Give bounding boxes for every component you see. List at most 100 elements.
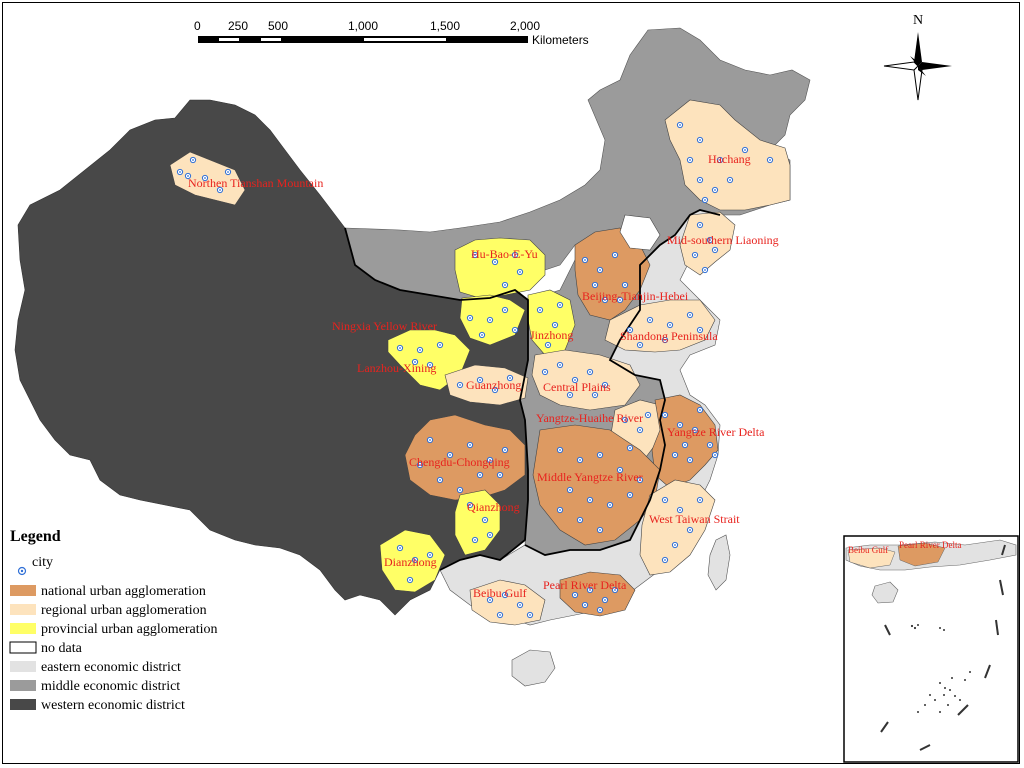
- label-middle-yangtze: Middle Yangtze River: [537, 470, 643, 484]
- legend-city-icon: [17, 566, 27, 576]
- region-hachang: [664, 99, 791, 211]
- label-west-taiwan-strait: West Taiwan Strait: [649, 512, 740, 526]
- city-marker-dot: [429, 439, 431, 441]
- city-marker-dot: [744, 149, 746, 151]
- city-marker-dot: [499, 474, 501, 476]
- city-marker-dot: [419, 464, 421, 466]
- city-marker-dot: [544, 371, 546, 373]
- city-marker-dot: [664, 559, 666, 561]
- city-marker-dot: [709, 444, 711, 446]
- scale-unit: Kilometers: [532, 33, 589, 47]
- city-marker-dot: [469, 444, 471, 446]
- inset-label-pearl-river-delta: Pearl River Delta: [899, 540, 961, 550]
- city-marker-dot: [599, 269, 601, 271]
- city-marker-dot: [579, 459, 581, 461]
- city-marker-dot: [647, 414, 649, 416]
- label-guanzhong: Guanzhong: [466, 378, 521, 392]
- region-beijing-tianjin-hebei: [574, 227, 651, 321]
- legend: Legend city national urban agglomeration…: [9, 528, 218, 713]
- city-marker-dot: [604, 384, 606, 386]
- city-marker-dot: [569, 489, 571, 491]
- city-marker-dot: [729, 179, 731, 181]
- region-yangtze-river-delta: [651, 394, 719, 489]
- region-beibu-gulf: [469, 579, 546, 626]
- city-marker-dot: [204, 177, 206, 179]
- city-marker-dot: [639, 429, 641, 431]
- scale-bar: 0 250 500 1,000 1,500 2,000 Kilometers: [194, 19, 589, 47]
- city-marker-dot: [494, 389, 496, 391]
- city-marker-dot: [479, 379, 481, 381]
- region-shandong-peninsula: [604, 299, 716, 353]
- scale-tick: 2,000: [510, 19, 540, 33]
- city-marker-dot: [499, 614, 501, 616]
- city-markers: [176, 121, 774, 619]
- label-yangtze-river-delta: Yangtze River Delta: [667, 425, 765, 439]
- city-marker-dot: [664, 499, 666, 501]
- legend-label: national urban agglomeration: [41, 584, 206, 599]
- city-marker-dot: [439, 479, 441, 481]
- label-beijing-tianjin-hebei: Beijing-Tianjin-Hebei: [582, 289, 689, 303]
- label-chengdu-chongqing: Chengdu-Chongqing: [409, 455, 510, 469]
- region-chengdu-chongqing: [404, 414, 526, 501]
- city-marker-dot: [719, 159, 721, 161]
- city-marker-dot: [479, 474, 481, 476]
- city-marker-dot: [604, 599, 606, 601]
- label-mid-southern-liaoning: Mid-southern Liaoning: [667, 233, 779, 247]
- city-marker-dot: [489, 459, 491, 461]
- label-lanzhou-xining: Lanzhou-Xining: [357, 361, 436, 375]
- legend-label: eastern economic district: [41, 660, 181, 675]
- city-marker-dot: [599, 454, 601, 456]
- city-marker-dot: [504, 284, 506, 286]
- city-marker-dot: [589, 589, 591, 591]
- district-border-east: [524, 209, 721, 556]
- city-marker-dot: [699, 409, 701, 411]
- city-marker-dot: [679, 124, 681, 126]
- city-marker-dot: [614, 254, 616, 256]
- hainan-island: [511, 649, 556, 687]
- city-marker-dot: [459, 489, 461, 491]
- legend-swatch: [10, 623, 36, 634]
- legend-swatch: [10, 604, 36, 615]
- city-marker-dot: [514, 254, 516, 256]
- city-marker-dot: [704, 199, 706, 201]
- city-marker-dot: [179, 171, 181, 173]
- city-marker-dot: [519, 604, 521, 606]
- city-marker-dot: [629, 329, 631, 331]
- city-marker-dot: [429, 554, 431, 556]
- city-marker-dot: [459, 384, 461, 386]
- city-marker-dot: [614, 589, 616, 591]
- label-shandong-peninsula: Shandong Peninsula: [620, 329, 718, 343]
- legend-swatch: [10, 585, 36, 596]
- city-marker-dot: [519, 271, 521, 273]
- city-marker-dot: [469, 504, 471, 506]
- city-marker-dot: [469, 317, 471, 319]
- city-marker-dot: [689, 159, 691, 161]
- city-marker-dot: [699, 224, 701, 226]
- city-marker-dot: [629, 447, 631, 449]
- city-marker-dot: [699, 179, 701, 181]
- city-marker-dot: [414, 361, 416, 363]
- city-marker-dot: [599, 529, 601, 531]
- city-marker-dot: [604, 299, 606, 301]
- city-marker-dot: [569, 394, 571, 396]
- city-marker-dot: [689, 529, 691, 531]
- city-marker-dot: [639, 479, 641, 481]
- city-marker-dot: [409, 579, 411, 581]
- city-marker-dot: [589, 499, 591, 501]
- city-marker-dot: [429, 364, 431, 366]
- city-marker-dot: [474, 539, 476, 541]
- city-marker-dot: [684, 444, 686, 446]
- city-marker-dot: [559, 509, 561, 511]
- scale-tick: 500: [268, 19, 288, 33]
- city-marker-dot: [484, 519, 486, 521]
- city-marker-dot: [399, 347, 401, 349]
- city-marker-dot: [419, 349, 421, 351]
- city-marker-dot: [504, 309, 506, 311]
- city-marker-dot: [509, 377, 511, 379]
- city-marker-dot: [494, 261, 496, 263]
- city-marker-dot: [439, 344, 441, 346]
- city-marker-dot: [699, 499, 701, 501]
- taiwan-island: [707, 534, 731, 591]
- city-marker-dot: [489, 599, 491, 601]
- scale-tick: 250: [228, 19, 248, 33]
